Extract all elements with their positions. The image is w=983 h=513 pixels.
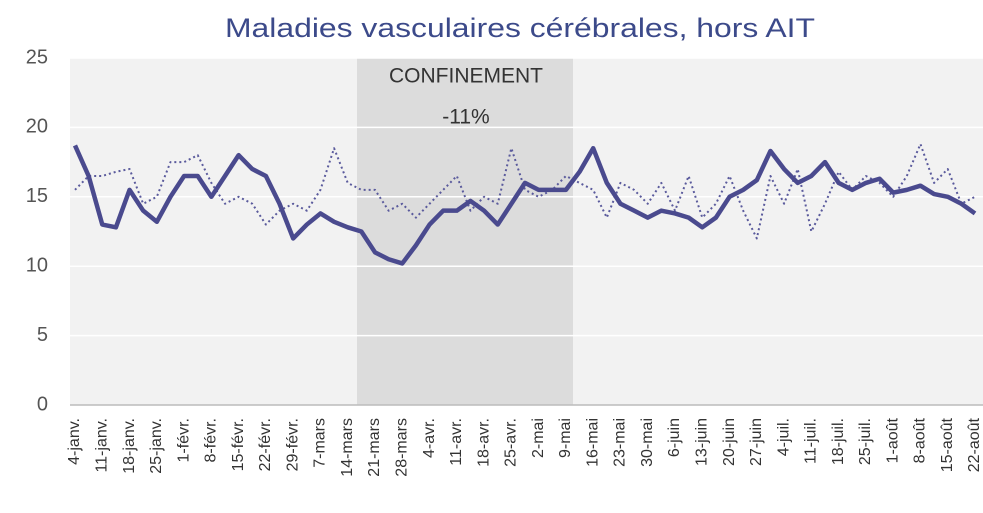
y-tick-label: 25 bbox=[26, 46, 48, 68]
x-tick-label: 11-avr. bbox=[448, 418, 465, 466]
x-tick-label: 18-avr. bbox=[475, 418, 492, 467]
x-tick-label: 2-mai bbox=[530, 418, 547, 458]
confinement-shade bbox=[357, 58, 573, 405]
x-tick-label: 23-mai bbox=[612, 418, 629, 467]
x-tick-label: 8-févr. bbox=[203, 418, 220, 462]
x-tick-label: 9-mai bbox=[557, 418, 574, 458]
x-tick-label: 11-janv. bbox=[93, 418, 110, 473]
y-tick-label: 5 bbox=[37, 324, 48, 346]
x-tick-label: 4-janv. bbox=[66, 418, 83, 465]
x-tick-label: 29-févr. bbox=[284, 418, 301, 471]
series-line bbox=[74, 143, 976, 240]
x-tick-label: 13-juin bbox=[693, 418, 710, 466]
x-tick-label: 22-févr. bbox=[257, 418, 274, 471]
x-tick-label: 22-août bbox=[966, 417, 983, 472]
x-tick-label: 20-juin bbox=[721, 418, 738, 466]
x-tick-label: 25-juil. bbox=[857, 418, 874, 465]
x-tick-label: 18-juil. bbox=[830, 418, 847, 465]
x-tick-label: 25-avr. bbox=[503, 418, 520, 467]
x-tick-label: 21-mars bbox=[366, 418, 383, 477]
chart-title: Maladies vasculaires cérébrales, hors AI… bbox=[225, 13, 815, 43]
x-tick-label: 15-août bbox=[939, 417, 956, 472]
x-tick-label: 4-juil. bbox=[775, 418, 792, 456]
x-tick-label: 1-août bbox=[884, 417, 901, 463]
lines bbox=[72, 143, 977, 266]
x-tick-label: 30-mai bbox=[639, 418, 656, 467]
y-tick-label: 10 bbox=[26, 254, 48, 276]
y-tick-label: 15 bbox=[26, 185, 48, 207]
x-tick-label: 27-juin bbox=[748, 418, 765, 466]
series-line bbox=[72, 144, 977, 266]
x-tick-label: 28-mars bbox=[393, 418, 410, 477]
x-tick-label: 25-janv. bbox=[148, 418, 165, 474]
x-tick-label: 16-mai bbox=[584, 418, 601, 467]
x-tick-label: 11-juil. bbox=[803, 418, 820, 464]
annotation: CONFINEMENT bbox=[389, 65, 543, 88]
x-tick-label: 8-août bbox=[912, 417, 929, 463]
x-tick-label: 6-juin bbox=[666, 418, 683, 457]
x-tick-label: 18-janv. bbox=[121, 418, 138, 474]
x-tick-label: 15-févr. bbox=[230, 418, 247, 471]
x-tick-label: 7-mars bbox=[312, 418, 329, 468]
annotation: -11% bbox=[442, 106, 489, 129]
x-tick-label: 4-avr. bbox=[421, 418, 438, 458]
x-tick-label: 1-févr. bbox=[175, 418, 192, 462]
y-tick-label: 0 bbox=[37, 393, 48, 415]
x-tick-label: 14-mars bbox=[339, 418, 356, 477]
grid bbox=[70, 57, 983, 406]
y-tick-label: 20 bbox=[26, 116, 48, 138]
